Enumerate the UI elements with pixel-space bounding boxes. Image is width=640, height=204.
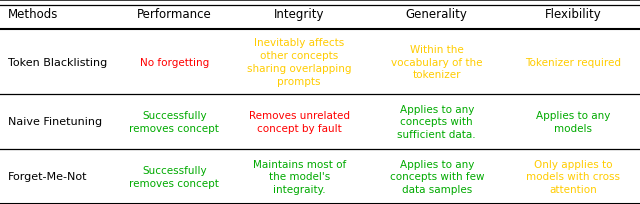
Text: Within the
vocabulary of the
tokenizer: Within the vocabulary of the tokenizer (391, 44, 483, 80)
Text: Successfully
removes concept: Successfully removes concept (129, 165, 220, 188)
Text: Generality: Generality (406, 8, 468, 21)
Text: Applies to any
concepts with few
data samples: Applies to any concepts with few data sa… (390, 159, 484, 194)
Text: Applies to any
models: Applies to any models (536, 111, 610, 133)
Text: Inevitably affects
other concepts
sharing overlapping
prompts: Inevitably affects other concepts sharin… (247, 38, 351, 86)
Text: Successfully
removes concept: Successfully removes concept (129, 111, 220, 133)
Text: Performance: Performance (137, 8, 212, 21)
Text: Applies to any
concepts with
sufficient data.: Applies to any concepts with sufficient … (397, 104, 476, 140)
Text: Tokenizer required: Tokenizer required (525, 57, 621, 67)
Text: Token Blacklisting: Token Blacklisting (8, 57, 107, 67)
Text: Flexibility: Flexibility (545, 8, 601, 21)
Text: Removes unrelated
concept by fault: Removes unrelated concept by fault (249, 111, 349, 133)
Text: Integrity: Integrity (274, 8, 324, 21)
Text: Only applies to
models with cross
attention: Only applies to models with cross attent… (526, 159, 620, 194)
Text: Naive Finetuning: Naive Finetuning (8, 117, 102, 127)
Text: Methods: Methods (8, 8, 58, 21)
Text: Maintains most of
the model's
integraity.: Maintains most of the model's integraity… (253, 159, 346, 194)
Text: Forget-Me-Not: Forget-Me-Not (8, 172, 87, 181)
Text: No forgetting: No forgetting (140, 57, 209, 67)
